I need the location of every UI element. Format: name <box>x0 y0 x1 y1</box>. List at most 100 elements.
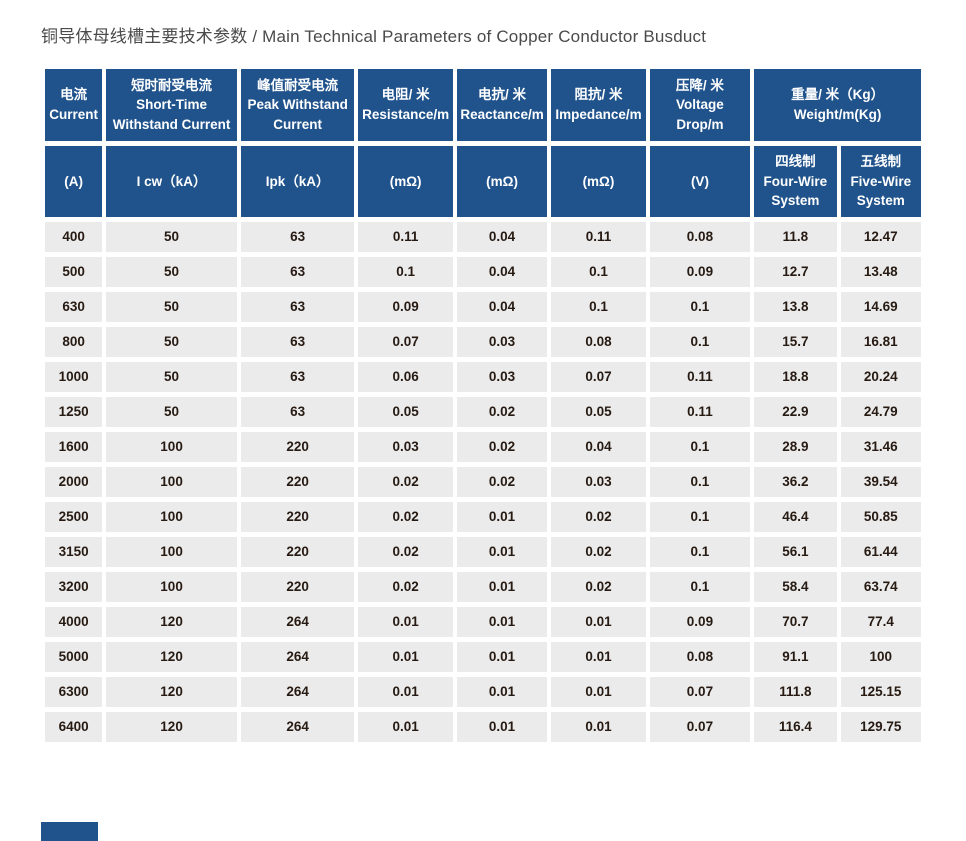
table-cell: 0.1 <box>649 466 751 497</box>
unit-ipk: Ipk（kA） <box>240 146 355 217</box>
table-cell: 0.1 <box>551 291 646 322</box>
table-cell: 14.69 <box>840 291 921 322</box>
header-impedance-cn: 阻抗/ 米 <box>574 87 623 103</box>
header-five-wire-en: Five-Wire System <box>850 173 912 209</box>
header-resistance-cn: 电阻/ 米 <box>381 87 430 103</box>
table-row: 5000 120 264 0.01 0.01 0.01 0.08 91.1 100 <box>45 641 921 672</box>
table-body: 400 50 63 0.11 0.04 0.11 0.08 11.8 12.47 500 50 63 0… <box>45 221 921 742</box>
table-cell: 4000 <box>45 606 103 637</box>
table-cell: 18.8 <box>754 361 837 392</box>
table-cell: 0.04 <box>456 221 548 252</box>
table-cell: 0.03 <box>456 361 548 392</box>
table-cell: 0.01 <box>456 676 548 707</box>
table-cell: 0.02 <box>456 466 548 497</box>
table-row: 1250 50 63 0.05 0.02 0.05 0.11 22.9 24.79 <box>45 396 921 427</box>
header-peak-cn: 峰值耐受电流 <box>257 77 339 93</box>
table-cell: 1000 <box>45 361 103 392</box>
table-cell: 50 <box>106 361 237 392</box>
table-cell: 0.07 <box>551 361 646 392</box>
table-cell: 0.11 <box>649 396 751 427</box>
table-cell: 220 <box>240 466 355 497</box>
unit-voltage-drop-label: (V) <box>690 173 709 189</box>
table-row: 3150 100 220 0.02 0.01 0.02 0.1 56.1 61.44 <box>45 536 921 567</box>
table-cell: 0.1 <box>358 256 453 287</box>
table-cell: 125.15 <box>840 676 921 707</box>
table-cell: 0.1 <box>649 431 751 462</box>
header-short-time-en: Short-Time Withstand Current <box>112 97 231 132</box>
table-cell: 0.02 <box>551 571 646 602</box>
table-cell: 39.54 <box>840 466 921 497</box>
unit-voltage-drop: (V) <box>649 146 751 217</box>
header-four-wire: 四线制 Four-Wire System <box>754 146 837 217</box>
table-cell: 0.1 <box>551 256 646 287</box>
table-cell: 264 <box>240 606 355 637</box>
table-cell: 0.05 <box>551 396 646 427</box>
table-row: 1600 100 220 0.03 0.02 0.04 0.1 28.9 31.46 <box>45 431 921 462</box>
table-cell: 264 <box>240 711 355 742</box>
header-four-wire-en: Four-Wire System <box>763 173 828 209</box>
table-cell: 15.7 <box>754 326 837 357</box>
table-cell: 0.1 <box>649 536 751 567</box>
unit-resistance: (mΩ) <box>358 146 453 217</box>
unit-impedance-label: (mΩ) <box>582 173 615 189</box>
table-cell: 11.8 <box>754 221 837 252</box>
next-table-header-fragment <box>41 822 98 841</box>
table-cell: 0.01 <box>551 711 646 742</box>
table-cell: 120 <box>106 711 237 742</box>
table-cell: 100 <box>106 466 237 497</box>
header-weight: 重量/ 米（Kg） Weight/m(Kg) <box>754 69 921 141</box>
table-cell: 6400 <box>45 711 103 742</box>
table-row: 500 50 63 0.1 0.04 0.1 0.09 12.7 13.48 <box>45 256 921 287</box>
table-cell: 0.01 <box>358 606 453 637</box>
table-cell: 0.09 <box>649 606 751 637</box>
header-row-titles: 电流 Current 短时耐受电流 Short-Time Withstand C… <box>45 69 921 141</box>
header-current-en: Current <box>49 107 99 122</box>
table-cell: 58.4 <box>754 571 837 602</box>
header-current-cn: 电流 <box>60 87 88 103</box>
table-cell: 100 <box>106 571 237 602</box>
table-cell: 220 <box>240 536 355 567</box>
unit-reactance: (mΩ) <box>456 146 548 217</box>
table-cell: 116.4 <box>754 711 837 742</box>
table-row: 2500 100 220 0.02 0.01 0.02 0.1 46.4 50.85 <box>45 501 921 532</box>
table-row: 2000 100 220 0.02 0.02 0.03 0.1 36.2 39.54 <box>45 466 921 497</box>
table-cell: 0.02 <box>456 396 548 427</box>
table-cell: 0.02 <box>358 466 453 497</box>
table-cell: 0.02 <box>551 501 646 532</box>
table-cell: 0.1 <box>649 291 751 322</box>
table-row: 1000 50 63 0.06 0.03 0.07 0.11 18.8 20.24 <box>45 361 921 392</box>
table-cell: 0.01 <box>456 501 548 532</box>
table-cell: 264 <box>240 641 355 672</box>
table-cell: 1250 <box>45 396 103 427</box>
table-cell: 120 <box>106 606 237 637</box>
table-cell: 46.4 <box>754 501 837 532</box>
table-cell: 13.48 <box>840 256 921 287</box>
table-cell: 630 <box>45 291 103 322</box>
table-row: 4000 120 264 0.01 0.01 0.01 0.09 70.7 77.4 <box>45 606 921 637</box>
table-row: 6400 120 264 0.01 0.01 0.01 0.07 116.4 129.75 <box>45 711 921 742</box>
table-cell: 50 <box>106 396 237 427</box>
table-cell: 120 <box>106 641 237 672</box>
header-reactance: 电抗/ 米 Reactance/m <box>456 69 548 141</box>
table-cell: 129.75 <box>840 711 921 742</box>
table-cell: 0.03 <box>551 466 646 497</box>
table-cell: 63 <box>240 291 355 322</box>
table-cell: 61.44 <box>840 536 921 567</box>
unit-ipk-label: Ipk（kA） <box>265 173 330 189</box>
table-cell: 500 <box>45 256 103 287</box>
table-cell: 0.07 <box>649 676 751 707</box>
table-cell: 12.7 <box>754 256 837 287</box>
unit-icw: I cw（kA） <box>106 146 237 217</box>
header-reactance-cn: 电抗/ 米 <box>478 87 527 103</box>
unit-resistance-label: (mΩ) <box>389 173 422 189</box>
table-cell: 400 <box>45 221 103 252</box>
table-cell: 0.04 <box>456 291 548 322</box>
header-resistance-en: Resistance/m <box>362 107 450 122</box>
table-cell: 28.9 <box>754 431 837 462</box>
page-title: 铜导体母线槽主要技术参数 / Main Technical Parameters… <box>41 27 707 46</box>
table-cell: 0.08 <box>649 221 751 252</box>
table-cell: 50 <box>106 291 237 322</box>
table-cell: 0.01 <box>551 641 646 672</box>
table-row: 630 50 63 0.09 0.04 0.1 0.1 13.8 14.69 <box>45 291 921 322</box>
table-cell: 0.01 <box>358 676 453 707</box>
